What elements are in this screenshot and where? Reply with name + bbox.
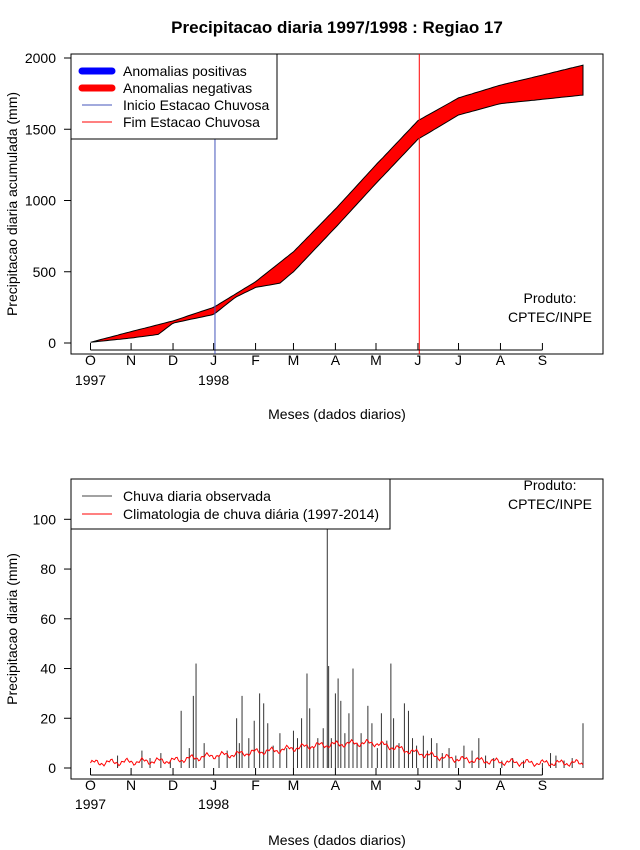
top-y-tick-label: 1500 <box>25 121 56 137</box>
bottom-y-tick-label: 100 <box>33 511 57 527</box>
bottom-year-label: 1998 <box>198 796 229 812</box>
top-x-tick-label: A <box>496 352 506 368</box>
bottom-product-label-1: Produto: <box>524 477 577 493</box>
bottom-x-tick-label: J <box>210 777 217 793</box>
bottom-y-tick-label: 20 <box>40 710 56 726</box>
bottom-x-tick-label: J <box>455 777 462 793</box>
bottom-x-tick-label: N <box>126 777 136 793</box>
top-panel: 0 500 1000 1500 2000 O N D J F M A M J J A S 1997 1998 Pr… <box>4 50 604 422</box>
legend-label-positive: Anomalias positivas <box>123 63 247 79</box>
bottom-x-tick-label: F <box>251 777 260 793</box>
top-x-tick-label: J <box>414 352 421 368</box>
top-x-tick-label: D <box>168 352 178 368</box>
legend-label-climatology: Climatologia de chuva diária (1997-2014) <box>123 506 379 522</box>
bottom-y-tick-label: 60 <box>40 611 56 627</box>
bottom-x-tick-label: M <box>370 777 382 793</box>
top-x-tick-label: J <box>210 352 217 368</box>
top-x-tick-label: S <box>538 352 547 368</box>
top-x-tick-label: O <box>85 352 96 368</box>
bottom-legend: Chuva diaria observada Climatologia de c… <box>70 478 391 530</box>
bottom-x-tick-label: S <box>538 777 547 793</box>
bottom-x-axis: O N D J F M A M J J A S 1997 1998 <box>75 768 547 812</box>
top-y-tick-label: 0 <box>48 335 56 351</box>
bottom-plot-area <box>90 524 584 768</box>
bottom-y-tick-label: 40 <box>40 661 56 677</box>
negative-anomaly-area <box>90 64 584 343</box>
top-product-label-2: CPTEC/INPE <box>508 309 592 325</box>
top-x-tick-label: J <box>455 352 462 368</box>
top-x-axis: O N D J F M A M J J A S 1997 1998 <box>75 343 547 388</box>
bottom-x-tick-label: O <box>85 777 96 793</box>
bottom-y-tick-label: 80 <box>40 561 56 577</box>
top-year-label: 1997 <box>75 372 106 388</box>
top-y-axis-label: Precipitacao diaria acumulada (mm) <box>4 92 20 316</box>
bottom-y-tick-label: 0 <box>48 760 56 776</box>
top-x-tick-label: M <box>370 352 382 368</box>
top-year-label: 1998 <box>198 372 229 388</box>
top-x-tick-label: M <box>288 352 300 368</box>
climatology-line <box>90 738 584 768</box>
top-x-tick-label: A <box>331 352 341 368</box>
bottom-y-axis-label: Precipitacao diaria (mm) <box>4 553 20 705</box>
bottom-legend-box <box>70 478 391 530</box>
top-product-label-1: Produto: <box>524 290 577 306</box>
top-y-tick-label: 1000 <box>25 193 56 209</box>
bottom-product-label-2: CPTEC/INPE <box>508 496 592 512</box>
legend-label-negative: Anomalias negativas <box>123 80 252 96</box>
bottom-x-tick-label: A <box>496 777 506 793</box>
legend-label-observed: Chuva diaria observada <box>123 488 271 504</box>
top-x-tick-label: F <box>251 352 260 368</box>
top-legend: Anomalias positivas Anomalias negativas … <box>70 53 278 140</box>
bottom-panel: 0 20 40 60 80 100 O N D J F M A M J J A S 1997 1998 Precip… <box>4 477 604 848</box>
top-y-axis: 0 500 1000 1500 2000 <box>25 50 72 351</box>
top-x-tick-label: N <box>126 352 136 368</box>
bottom-year-label: 1997 <box>75 796 106 812</box>
legend-label-onset: Inicio Estacao Chuvosa <box>123 97 270 113</box>
bottom-x-tick-label: D <box>168 777 178 793</box>
bottom-x-axis-label: Meses (dados diarios) <box>268 832 406 848</box>
bottom-x-tick-label: M <box>288 777 300 793</box>
top-plot-area <box>90 54 584 354</box>
legend-label-end: Fim Estacao Chuvosa <box>123 114 260 130</box>
top-x-axis-label: Meses (dados diarios) <box>268 406 406 422</box>
top-y-tick-label: 2000 <box>25 50 56 66</box>
top-y-tick-label: 500 <box>33 264 57 280</box>
bottom-x-tick-label: A <box>331 777 341 793</box>
bottom-y-axis: 0 20 40 60 80 100 <box>33 511 72 776</box>
chart-title: Precipitacao diaria 1997/1998 : Regiao 1… <box>171 18 503 37</box>
bottom-x-tick-label: J <box>414 777 421 793</box>
